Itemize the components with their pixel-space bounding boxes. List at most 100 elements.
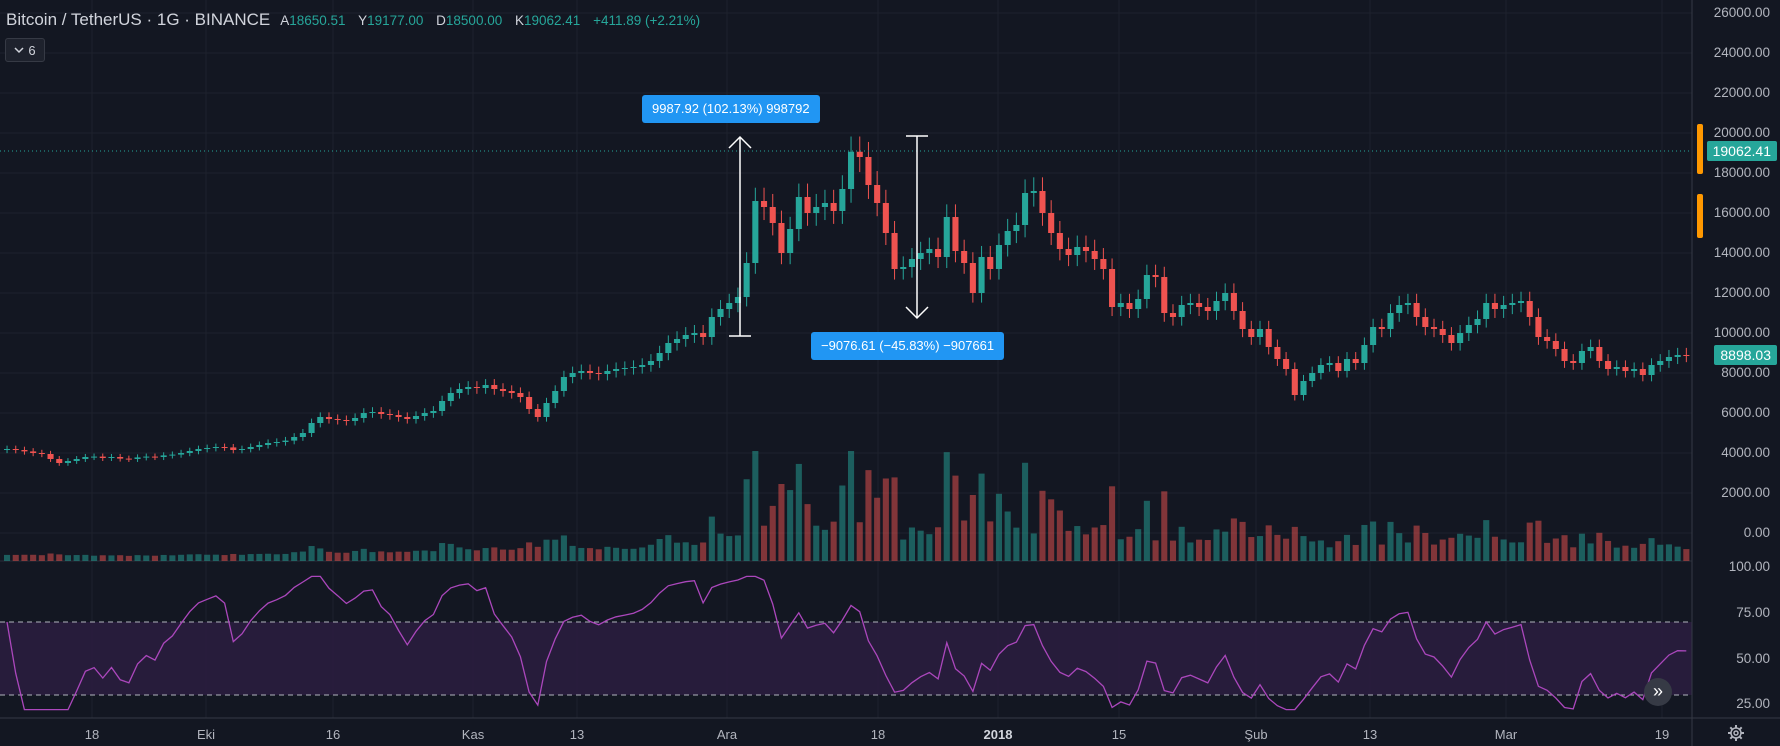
volume-bar <box>560 535 567 561</box>
volume-bar <box>1056 510 1063 561</box>
volume-bar <box>30 554 37 561</box>
time-axis-label: Kas <box>461 727 485 742</box>
volume-bar <box>760 525 768 561</box>
volume-bar <box>38 555 45 561</box>
volume-bar <box>378 551 385 561</box>
gear-icon[interactable] <box>1727 724 1745 742</box>
candle-body <box>1013 225 1020 231</box>
candle-body <box>526 397 533 409</box>
volume-bar <box>900 539 907 561</box>
volume-bar <box>482 548 489 561</box>
volume-bar <box>543 539 550 561</box>
candle-body <box>700 333 707 337</box>
candle-body <box>1074 247 1081 255</box>
indicator-toggle-button[interactable]: 6 <box>5 38 45 62</box>
volume-bar <box>195 554 202 561</box>
measure-up-label[interactable]: 9987.92 (102.13%) 998792 <box>642 95 820 123</box>
volume-bar <box>1509 542 1516 561</box>
volume-bar <box>47 553 54 561</box>
price-axis-label: 22000.00 <box>1713 85 1770 100</box>
volume-bar <box>1544 542 1551 561</box>
volume-bar <box>221 555 228 561</box>
volume-bar <box>578 547 585 561</box>
candle-body <box>456 389 463 393</box>
candle-body <box>1474 319 1481 325</box>
candle-body <box>673 339 681 343</box>
volume-bar <box>151 555 159 561</box>
candle-body <box>151 456 159 458</box>
volume-bar <box>265 553 272 561</box>
volume-bar <box>717 533 724 561</box>
volume-bar <box>943 452 950 561</box>
current-price-tag: 19062.41 <box>1706 141 1777 161</box>
candle-body <box>273 442 280 443</box>
measure-down-label[interactable]: −9076.61 (−45.83%) −907661 <box>811 332 1005 360</box>
candle-body <box>1535 317 1542 337</box>
volume-bar <box>21 554 28 561</box>
volume-bar <box>134 555 141 561</box>
time-axis-label: Eki <box>196 727 216 742</box>
volume-bar <box>1100 525 1107 561</box>
volume-bar <box>1135 529 1142 561</box>
candle-body <box>995 245 1003 269</box>
price-axis-label: 6000.00 <box>1721 405 1770 420</box>
candlesticks <box>4 136 1690 466</box>
candle-body <box>447 393 454 401</box>
volume-bar <box>447 543 454 561</box>
volume-bar <box>439 543 446 561</box>
volume-bar <box>787 490 794 561</box>
volume-bar <box>143 555 150 561</box>
candle-body <box>1552 341 1559 349</box>
volume-bar <box>1483 520 1490 561</box>
candle-body <box>1544 337 1551 341</box>
volume-bar <box>1361 524 1368 561</box>
candle-body <box>1291 369 1298 395</box>
volume-bar <box>874 497 881 561</box>
volume-bar <box>726 536 733 561</box>
volume-bar <box>1587 543 1594 561</box>
candle-body <box>1422 317 1429 327</box>
candle-body <box>91 456 98 458</box>
candle-body <box>691 333 698 335</box>
scroll-to-realtime-button[interactable]: » <box>1644 678 1672 706</box>
volume-bar <box>1517 542 1525 561</box>
volume-bar <box>1283 538 1290 561</box>
volume-bar <box>552 539 559 561</box>
candle-body <box>726 303 733 309</box>
candle-body <box>604 371 611 374</box>
candle-body <box>134 457 141 459</box>
candle-body <box>1030 191 1037 193</box>
symbol-title[interactable]: Bitcoin / TetherUS · 1G · BINANCE <box>6 10 271 29</box>
volume-bar <box>1326 547 1333 561</box>
volume-bar <box>1596 532 1603 561</box>
rsi-band <box>0 622 1692 695</box>
volume-bar <box>1578 533 1585 561</box>
volume-bar <box>386 552 393 561</box>
volume-bar <box>621 548 628 561</box>
volume-bar <box>412 550 420 561</box>
volume-bar <box>517 548 524 561</box>
candle-body <box>195 449 202 451</box>
volume-bar <box>908 527 915 561</box>
volume-bar <box>1413 525 1420 561</box>
rsi-line <box>6 575 1687 711</box>
candle-body <box>30 451 37 453</box>
candle-body <box>1570 361 1577 363</box>
volume-bar <box>352 550 359 561</box>
volume-bar <box>256 553 263 561</box>
candle-body <box>204 448 211 449</box>
indicator-count: 6 <box>28 42 36 58</box>
volume-bar <box>682 542 689 561</box>
rsi-axis-label: 100.00 <box>1728 559 1770 575</box>
time-axis-label: 18 <box>84 727 100 742</box>
candle-body <box>1004 231 1011 245</box>
volume-bar <box>665 535 672 561</box>
volume-bar <box>1004 511 1011 561</box>
candle-body <box>256 445 263 447</box>
volume-bar <box>1022 462 1029 561</box>
candle-body <box>804 197 811 213</box>
candle-body <box>1274 347 1281 359</box>
candle-body <box>1648 365 1655 375</box>
volume-bar <box>752 451 759 561</box>
